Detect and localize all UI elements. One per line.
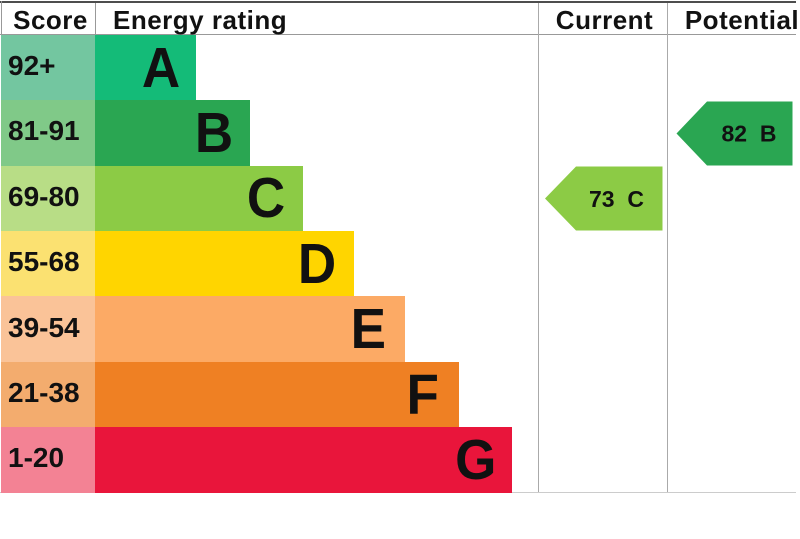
svg-text:82 B: 82 B [722,121,777,147]
svg-text:73 C: 73 C [589,186,644,212]
